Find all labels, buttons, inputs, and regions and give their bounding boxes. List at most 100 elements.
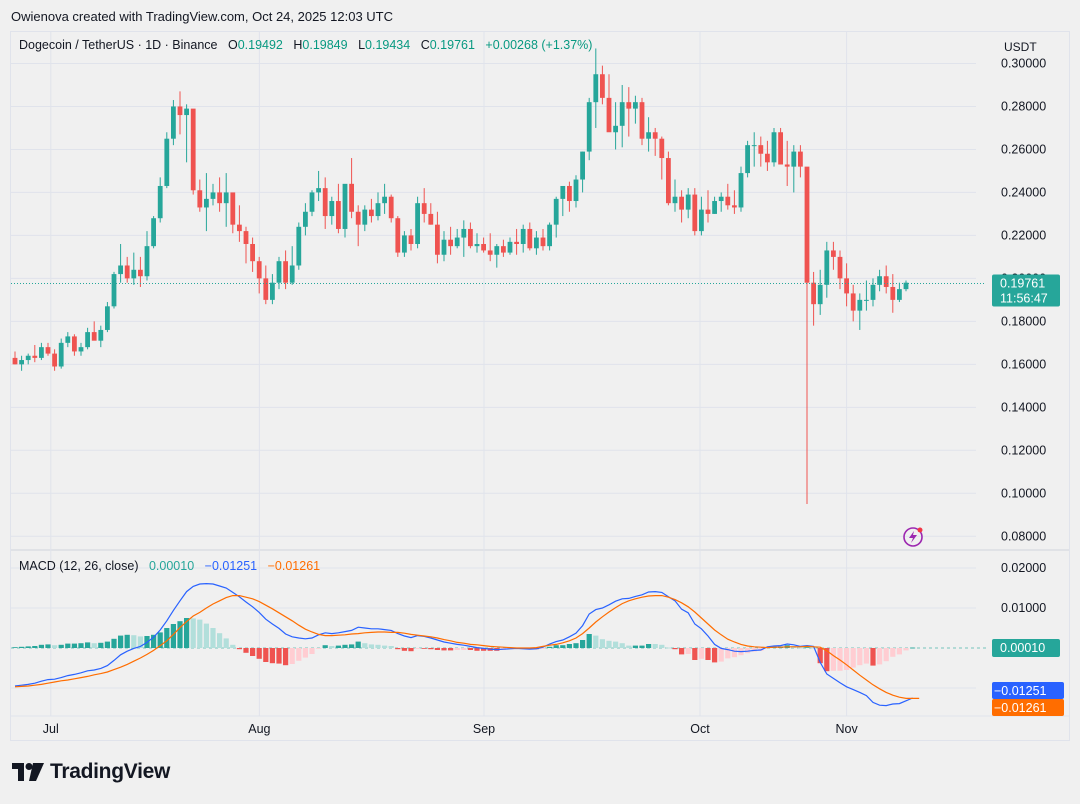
candle-body [32,355,38,358]
price-tick-label: 0.12000 [1001,443,1046,457]
macd-histogram-bar [223,638,229,648]
macd-histogram-bar [243,648,249,653]
candle-body [435,224,440,255]
tradingview-logo[interactable]: TradingView [12,760,170,784]
change-value: +0.00268 (+1.37%) [485,38,593,52]
candle-body [725,196,731,206]
macd-histogram-bar [461,648,467,650]
macd-histogram-bar [302,648,308,658]
candle-body [613,125,618,133]
macd-histogram-bar [395,648,401,650]
candle-body [666,158,671,204]
candle-body [303,211,308,227]
macd-histogram-bar [863,648,869,664]
macd-histogram-bar [309,648,315,654]
macd-histogram-bar [322,645,328,648]
candle-body [395,218,401,253]
candle-body [732,205,737,208]
chart-canvas[interactable]: 0.300000.280000.260000.240000.220000.200… [11,32,1069,740]
bar-countdown: 11:56:47 [1000,292,1048,306]
high-value: 0.19849 [302,38,348,52]
candle-body [468,228,473,247]
macd-histogram-bar [283,648,289,666]
candle-body [428,213,434,225]
candle-body [105,306,110,330]
candle-body [461,228,467,238]
macd-histogram-bar [137,636,143,648]
candle-body [487,250,493,255]
candle-body [270,282,275,300]
macd-histogram-bar [329,646,335,648]
candle-body [527,228,533,249]
macd-histogram-bar [124,634,130,648]
candle-body [309,192,315,212]
open-label: O [227,38,238,52]
candle-body [824,250,830,285]
candle-body [652,132,658,139]
candle-body [421,203,427,214]
macd-histogram-bar [586,634,592,648]
macd-histogram-bar [401,648,407,651]
candle-body [606,97,612,133]
candle-body [573,179,579,202]
candle-body [217,192,222,204]
candle-body [197,190,203,208]
candle-body [342,183,348,229]
price-tick-label: 0.26000 [1001,142,1046,156]
macd-histogram-bar [85,642,91,648]
macd-histogram-bar [58,644,64,648]
macd-indicator-name: MACD (12, 26, close) [19,559,139,573]
macd-histogram-bar [263,648,269,662]
last-price-badge-value: 0.19761 [1000,277,1045,291]
candle-body [210,192,216,199]
price-tick-label: 0.28000 [1001,99,1046,113]
flash-icon [903,527,923,547]
candle-body [646,132,651,139]
macd-histogram-bar [870,648,876,666]
macd-histogram-bar [184,618,190,648]
candle-body [72,336,77,352]
candle-body [388,196,394,219]
macd-histogram-bar [104,641,110,648]
candle-body [877,276,882,285]
candle-body [633,102,638,109]
macd-histogram-bar [890,648,896,657]
candle-body [369,209,374,217]
candle-body [679,196,684,210]
macd-histogram-bar [210,628,216,648]
macd-histogram-bar [289,648,295,664]
macd-histogram-bar [883,648,889,662]
macd-histogram-bar [170,624,176,648]
candle-body [659,138,665,159]
chart-frame[interactable]: 0.300000.280000.260000.240000.220000.200… [10,31,1070,741]
macd-histogram-bar [698,648,704,659]
candle-body [883,276,889,287]
candle-body [758,145,764,154]
candle-body [52,353,57,367]
time-tick-label: Nov [835,722,858,736]
macd-histogram-bar [553,645,559,648]
candle-body [263,278,269,300]
candle-body [441,239,447,255]
candle-body [382,196,387,204]
macd-histogram-bar [52,645,58,648]
close-label: C [420,38,430,52]
macd-histogram-bar [177,621,183,648]
candle-body [811,282,816,305]
macd-histogram-bar [164,628,170,648]
macd-histogram-bar [910,647,916,649]
macd-histogram-bar [19,646,25,648]
currency-unit[interactable]: USDT [1004,40,1037,54]
macd-histogram-bar [632,645,638,648]
candle-body [243,231,249,244]
candle-body [78,347,84,352]
macd-histogram-bar [12,647,18,648]
candle-body [692,194,698,232]
macd-histogram-bar [659,644,665,648]
candle-body [402,235,407,253]
macd-histogram-bar [560,645,566,648]
macd-histogram-bar [896,648,902,655]
macd-histogram-bar [91,643,97,648]
price-tick-label: 0.30000 [1001,56,1046,70]
candle-body [798,151,803,167]
